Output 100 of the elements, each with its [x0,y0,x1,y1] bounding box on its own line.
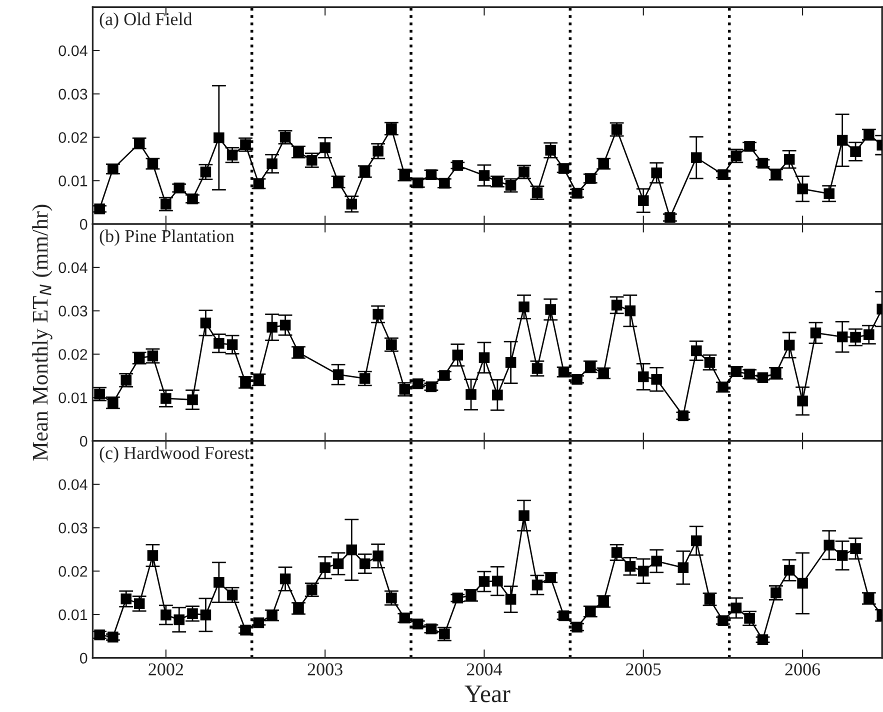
point [346,544,358,556]
y-tick-label: 0.01 [58,176,88,186]
point [691,152,702,164]
point [598,158,609,170]
y-tick-label: 0 [80,218,88,230]
point [691,535,702,546]
point [611,547,622,558]
y-tick-label: 0.01 [58,609,88,620]
point [359,166,370,177]
chart-title: (b) Pine Plantation [100,229,234,246]
point [439,370,450,381]
point [651,556,662,567]
point [784,154,795,165]
point [585,173,596,184]
y-tick-label: 0.04 [58,45,88,56]
y-tick-label: 0.04 [58,262,88,274]
y-tick-label: 0.02 [58,132,88,143]
point [824,188,834,200]
point [372,308,384,320]
point [651,374,662,385]
point [160,393,172,404]
point [346,198,358,210]
point [492,576,503,586]
point [678,562,689,574]
y-tick-label: 0.03 [58,522,88,534]
point [332,558,344,570]
point [147,550,158,561]
point [372,550,384,562]
y-tick-label: 0.02 [58,349,88,360]
point [598,368,609,379]
point [200,610,212,620]
point [452,350,464,360]
point [824,540,834,550]
point [836,550,848,561]
y-axis-title: Mean Monthly ET$_{N}$ (mm/hr) [32,204,52,461]
point [320,142,330,154]
y-tick-label: 0.03 [58,306,88,316]
point [174,614,185,626]
x-tick-label: 2004 [466,663,502,676]
point [94,388,105,400]
point [532,363,543,374]
point [836,134,848,146]
point [492,390,503,400]
point [651,167,662,178]
point [518,510,530,521]
point [624,560,636,572]
point [638,371,649,382]
point [187,394,198,406]
point [266,158,278,170]
point [386,123,397,134]
point [850,146,861,157]
point [214,338,224,349]
x-axis-title: Year [464,686,510,702]
point [810,328,822,338]
point [836,331,848,342]
point [850,543,861,554]
y-tick-label: 0.03 [58,88,88,100]
x-tick-label: 2002 [148,663,183,676]
point [214,132,224,144]
y-tick-label: 0 [80,436,88,447]
x-tick-label: 2005 [626,663,661,676]
point [293,347,304,358]
point [797,396,808,406]
point [226,590,238,600]
point [200,166,212,178]
point [505,357,516,368]
point [784,564,795,576]
y-tick-label: 0.01 [58,392,88,404]
point [784,340,795,350]
point [452,160,464,171]
point [306,584,318,596]
point [757,634,768,646]
point [160,610,172,620]
point [226,339,238,350]
x-tick-label: 2006 [785,663,820,676]
point [280,320,291,331]
point [94,203,105,214]
point [850,332,861,343]
point [108,397,118,408]
y-tick-label: 0 [80,652,88,664]
point [120,594,132,604]
point [293,603,304,614]
point [611,300,622,311]
point [572,188,582,199]
point [718,169,728,180]
point [108,164,118,174]
point [280,574,291,584]
point [864,593,874,604]
point [664,212,676,223]
point [545,304,556,315]
point [797,184,808,194]
point [691,345,702,356]
point [214,577,224,588]
point [478,170,490,181]
point [478,576,490,587]
point [505,594,516,605]
point [638,195,649,206]
point [638,566,649,576]
point [320,562,330,574]
point [730,602,742,614]
